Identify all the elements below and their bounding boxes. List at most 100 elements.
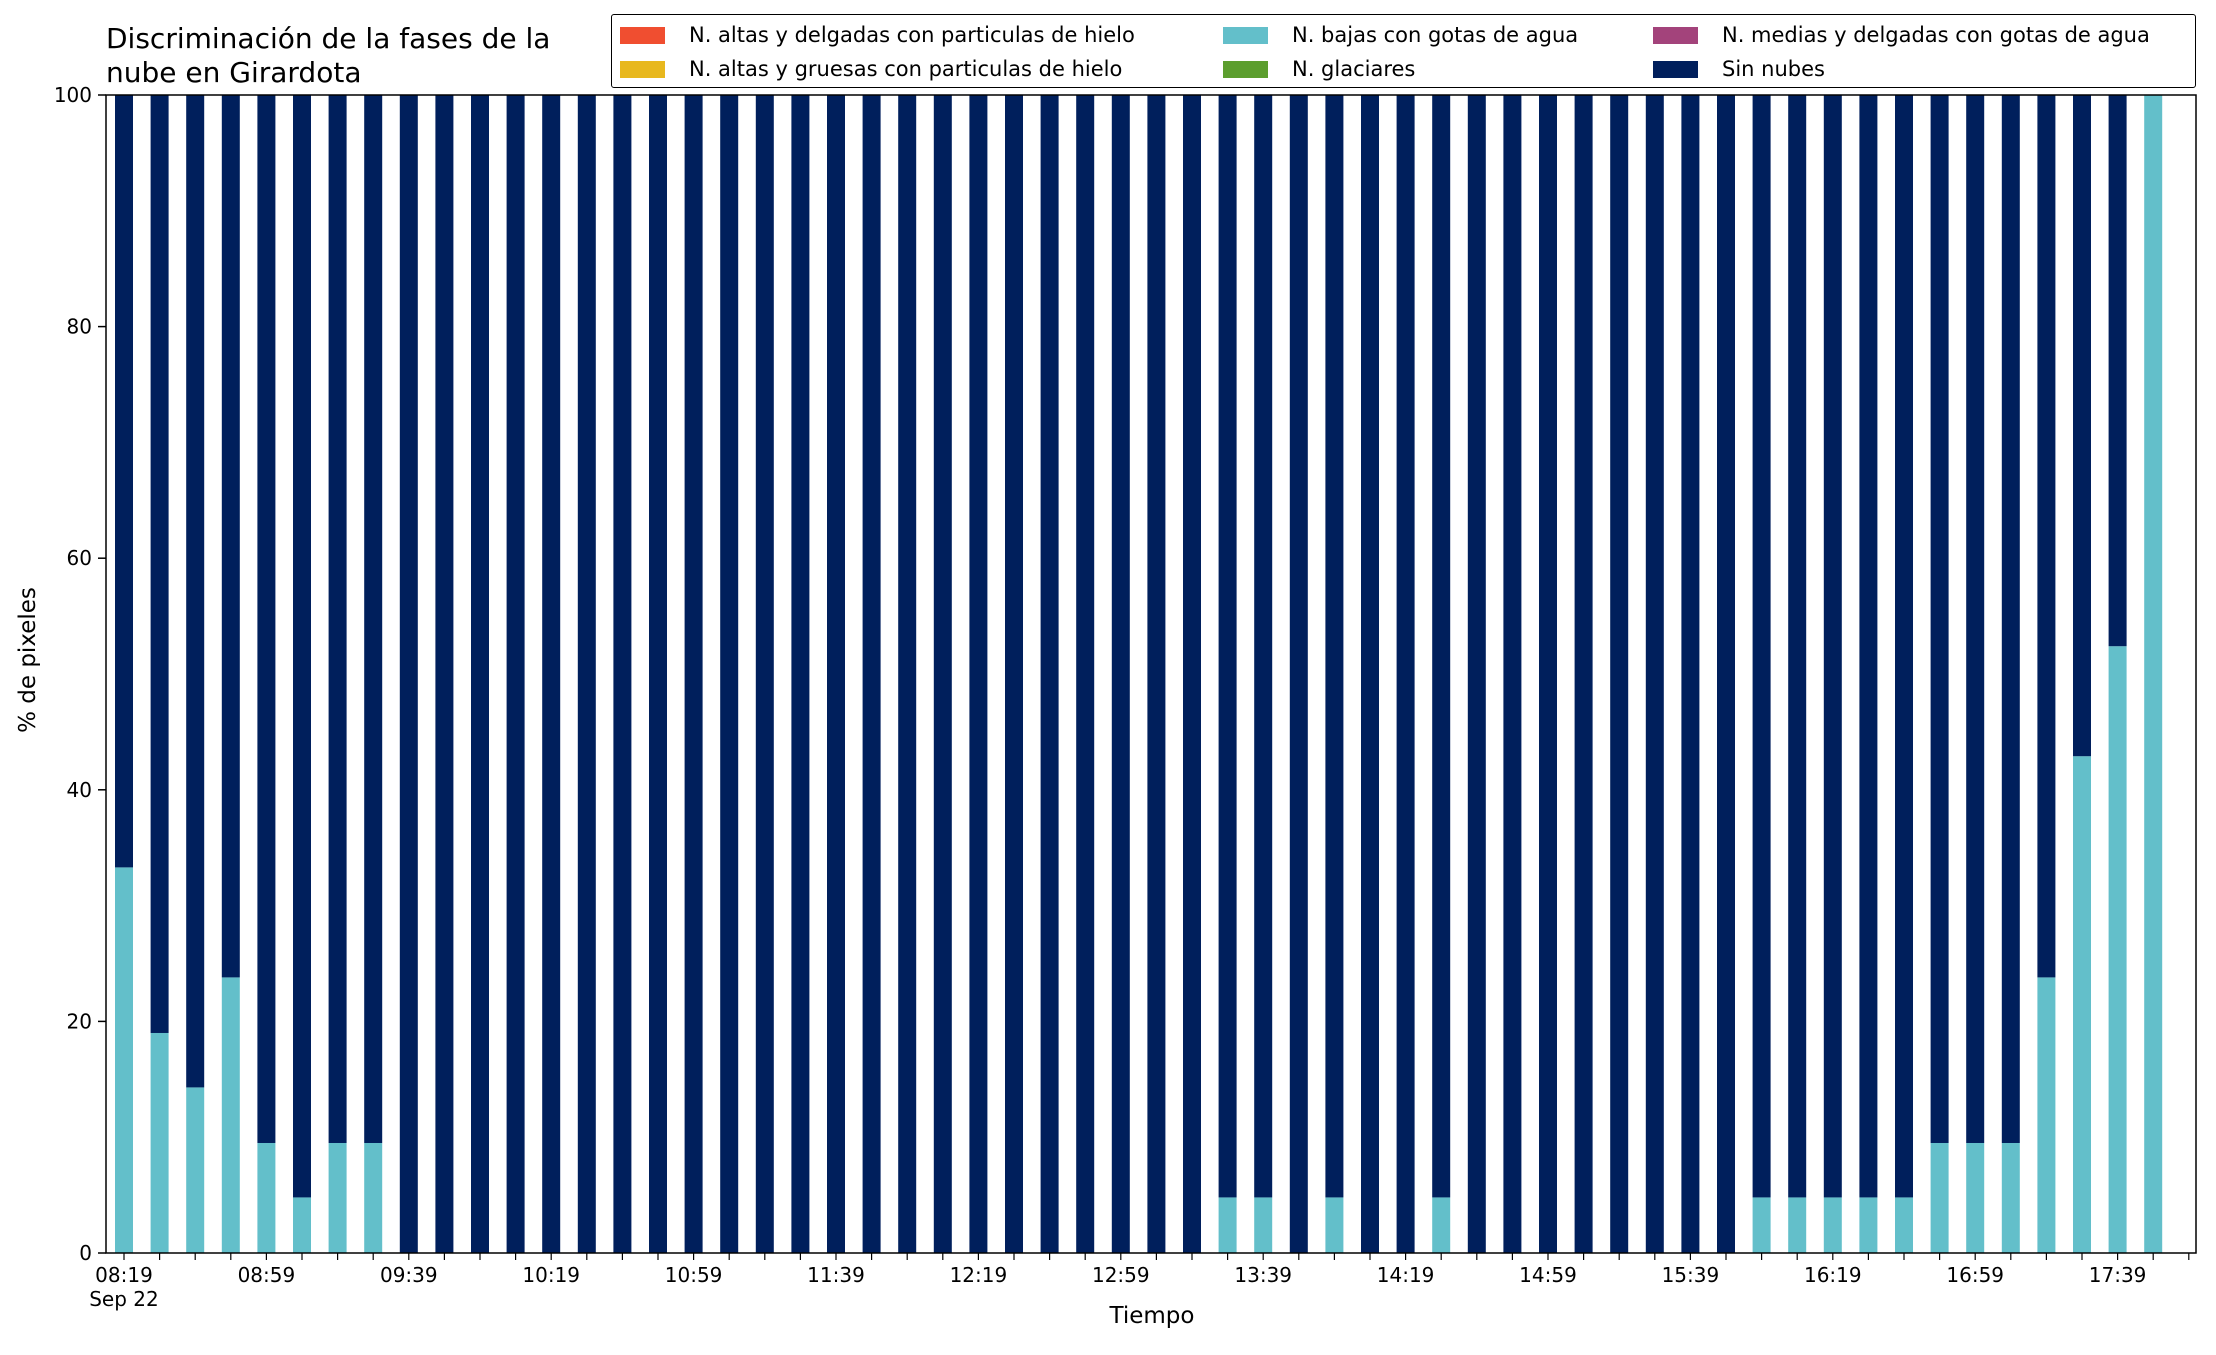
- bar-segment: [1859, 95, 1878, 1198]
- legend-item: N. altas y gruesas con particulas de hie…: [620, 54, 1122, 84]
- legend-item: N. medias y delgadas con gotas de agua: [1653, 20, 2150, 50]
- x-tick-label: 15:39: [1662, 1263, 1720, 1287]
- x-tick-label: 12:19: [950, 1263, 1008, 1287]
- legend-swatch: [1223, 60, 1268, 78]
- legend: N. altas y delgadas con particulas de hi…: [611, 14, 2196, 88]
- legend-swatch: [620, 60, 665, 78]
- bar-segment: [1645, 95, 1664, 1253]
- bar-segment: [1823, 1197, 1842, 1253]
- bar-segment: [364, 95, 383, 1143]
- bar-segment: [1681, 95, 1700, 1253]
- bar-segment: [1467, 95, 1486, 1253]
- bar-segment: [1289, 95, 1308, 1253]
- y-tick-label: 0: [79, 1241, 92, 1265]
- bar-segment: [1539, 95, 1557, 1253]
- x-tick-label: 08:19: [95, 1263, 153, 1287]
- bar-segment: [1325, 1197, 1344, 1253]
- bar-segment: [649, 95, 667, 1253]
- y-tick-label: 40: [67, 778, 92, 802]
- bar-segment: [1966, 95, 1985, 1143]
- bar-segment: [364, 1142, 383, 1253]
- bar-segment: [293, 1197, 311, 1253]
- legend-label: N. bajas con gotas de agua: [1292, 23, 1579, 47]
- x-axis-label: Tiempo: [1109, 1303, 1195, 1329]
- bar-segment: [257, 1142, 276, 1253]
- y-tick-label: 100: [54, 83, 92, 107]
- bar-segment: [1432, 1197, 1451, 1253]
- chart-title: Discriminación de la fases de la nube en…: [106, 22, 551, 89]
- bar-segment: [720, 95, 739, 1253]
- legend-swatch: [620, 26, 665, 44]
- legend-label: N. glaciares: [1292, 57, 1416, 81]
- bar-segment: [2108, 646, 2127, 1253]
- bar-segment: [862, 95, 881, 1253]
- bar-segment: [2037, 95, 2056, 978]
- legend-swatch: [1653, 26, 1698, 44]
- bar-segment: [613, 95, 632, 1253]
- x-tick-label: 14:19: [1377, 1263, 1435, 1287]
- bar-segment: [1254, 1197, 1273, 1253]
- x-tick-label: 16:59: [1946, 1263, 2004, 1287]
- bar-segment: [1930, 95, 1949, 1143]
- bar-segment: [257, 95, 276, 1143]
- bar-segment: [1147, 95, 1166, 1253]
- legend-item: N. bajas con gotas de agua: [1223, 20, 1578, 50]
- bar-segment: [1111, 95, 1130, 1253]
- x-tick-label: 09:39: [380, 1263, 438, 1287]
- bar-segment: [1183, 95, 1201, 1253]
- bar-segment: [1218, 95, 1237, 1198]
- y-tick-label: 20: [67, 1009, 92, 1033]
- bar-segment: [1396, 95, 1415, 1253]
- x-tick-sublabel: Sep 22: [89, 1287, 159, 1311]
- bar-segment: [684, 95, 703, 1253]
- bar-segment: [2073, 95, 2091, 757]
- bar-segment: [577, 95, 596, 1253]
- bar-segment: [1503, 95, 1522, 1253]
- bar-segment: [933, 95, 952, 1253]
- bar-segment: [1254, 95, 1273, 1198]
- bar-segment: [506, 95, 525, 1253]
- x-tick-label: 16:19: [1804, 1263, 1862, 1287]
- x-tick-label: 17:39: [2089, 1263, 2147, 1287]
- bar-segment: [1823, 95, 1842, 1198]
- bar-segment: [293, 95, 311, 1198]
- bar-segment: [2144, 95, 2163, 1253]
- bar-segment: [755, 95, 774, 1253]
- bar-segment: [1076, 95, 1095, 1253]
- x-tick-label: 10:59: [665, 1263, 723, 1287]
- bar-segment: [186, 95, 205, 1088]
- bar-segment: [1005, 95, 1023, 1253]
- bar-segment: [1788, 1197, 1807, 1253]
- bar-segment: [898, 95, 917, 1253]
- bar-segment: [1859, 1197, 1878, 1253]
- bar-segment: [435, 95, 454, 1253]
- bar-segment: [2073, 756, 2091, 1253]
- bar-segment: [2001, 1142, 2020, 1253]
- bar-segment: [1325, 95, 1344, 1198]
- x-tick-label: 13:39: [1234, 1263, 1292, 1287]
- x-tick-label: 14:59: [1519, 1263, 1577, 1287]
- bar-segment: [1930, 1142, 1949, 1253]
- bar-segment: [1788, 95, 1807, 1198]
- y-tick-label: 80: [67, 315, 92, 339]
- bar-segment: [150, 1032, 169, 1253]
- x-tick-label: 10:19: [522, 1263, 580, 1287]
- bar-segment: [542, 95, 561, 1253]
- bar-segment: [115, 867, 133, 1253]
- bar-segment: [1218, 1197, 1237, 1253]
- bar-segment: [969, 95, 988, 1253]
- x-tick-label: 11:39: [807, 1263, 865, 1287]
- legend-item: N. altas y delgadas con particulas de hi…: [620, 20, 1135, 50]
- legend-item: Sin nubes: [1653, 54, 1825, 84]
- bar-segment: [1752, 95, 1771, 1198]
- legend-label: N. altas y gruesas con particulas de hie…: [689, 57, 1123, 81]
- bar-segment: [1895, 1197, 1913, 1253]
- bar-segment: [221, 977, 240, 1253]
- bar-segment: [1895, 95, 1913, 1198]
- legend-label: N. altas y delgadas con particulas de hi…: [689, 23, 1135, 47]
- bar-segment: [186, 1087, 205, 1253]
- bar-segment: [1717, 95, 1735, 1253]
- x-tick-label: 12:59: [1092, 1263, 1150, 1287]
- legend-swatch: [1223, 26, 1268, 44]
- bar-segment: [1432, 95, 1451, 1198]
